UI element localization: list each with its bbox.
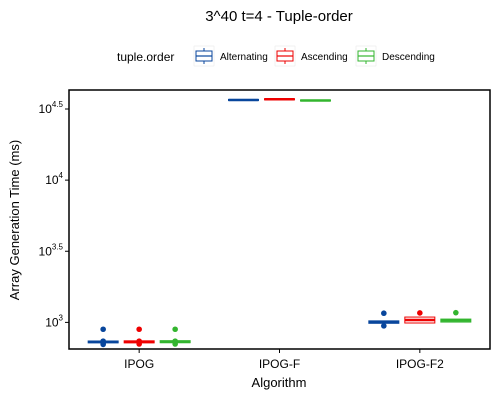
y-tick-label: 104.5 xyxy=(39,100,64,116)
box-alternating-ipog-f2 xyxy=(368,310,400,329)
x-axis: IPOG IPOG-F IPOG-F2 xyxy=(124,349,444,371)
y-axis-title: Array Generation Time (ms) xyxy=(7,140,22,300)
legend-label-descending: Descending xyxy=(382,52,435,63)
x-tick-label: IPOG-F xyxy=(259,357,300,371)
box-alternating-ipog-f xyxy=(228,98,259,102)
y-tick-label: 104 xyxy=(45,171,63,187)
legend-label-ascending: Ascending xyxy=(301,52,348,63)
box-descending-ipog-f xyxy=(300,99,331,102)
outlier-point xyxy=(417,310,423,316)
legend: tuple.order Alternating Ascending Descendi… xyxy=(117,45,435,67)
legend-key-descending xyxy=(355,45,377,67)
y-axis: 103 103.5 104 104.5 xyxy=(39,100,69,329)
y-tick-label: 103 xyxy=(45,313,63,329)
chart-title: 3^40 t=4 - Tuple-order xyxy=(205,8,353,25)
box-ascending-ipog xyxy=(123,326,155,347)
outlier-point xyxy=(100,326,106,333)
box-descending-ipog-f2 xyxy=(440,309,472,323)
box-alternating-ipog xyxy=(87,326,119,348)
x-axis-title: Algorithm xyxy=(252,375,307,390)
outlier-point xyxy=(136,326,142,333)
box-series xyxy=(87,98,472,348)
legend-title: tuple.order xyxy=(117,50,174,64)
outlier-point xyxy=(136,338,142,344)
outlier-point xyxy=(453,309,459,316)
outlier-point xyxy=(381,310,387,317)
outlier-point xyxy=(172,338,178,344)
box-ascending-ipog-f xyxy=(264,98,295,101)
legend-label-alternating: Alternating xyxy=(220,52,268,63)
x-tick-label: IPOG xyxy=(124,357,154,371)
outlier-point xyxy=(172,326,178,333)
plot-panel-border xyxy=(68,89,491,350)
legend-key-alternating xyxy=(193,45,215,67)
outlier-point xyxy=(381,323,387,329)
legend-key-ascending xyxy=(274,45,296,67)
box-ascending-ipog-f2 xyxy=(404,310,436,324)
outlier-point xyxy=(100,338,106,344)
x-tick-label: IPOG-F2 xyxy=(396,357,444,371)
y-tick-label: 103.5 xyxy=(39,242,64,258)
box-descending-ipog xyxy=(159,326,191,347)
